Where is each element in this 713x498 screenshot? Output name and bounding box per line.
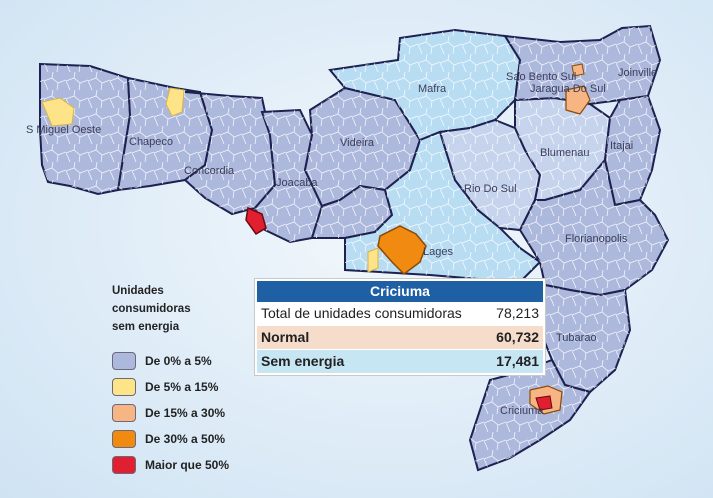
label-videira: Videira [340, 137, 375, 149]
label-criciuma: Criciuma [500, 405, 544, 417]
muni-red-concordia[interactable] [245, 206, 267, 235]
region-blumenau[interactable] [514, 96, 612, 201]
label-sao-miguel-oeste: S Miguel Oeste [26, 124, 101, 136]
legend-swatch [112, 404, 136, 422]
legend-label: De 5% a 15% [145, 380, 219, 394]
label-jaragua-do-sul: Jaragua Do Sul [530, 83, 606, 95]
muni-salmon-sbs[interactable] [571, 63, 585, 77]
label-chapeco: Chapeco [129, 136, 173, 148]
normal-label: Normal [261, 329, 310, 345]
legend-label: De 15% a 30% [145, 406, 226, 420]
legend-swatch [112, 352, 136, 370]
legend-title-line: consumidoras [112, 303, 191, 315]
label-tubarao: Tubarao [556, 332, 597, 344]
region-joacaba[interactable] [253, 108, 324, 244]
region-chapeco[interactable] [116, 76, 214, 192]
total-row: Total de unidades consumidoras 78,213 [257, 302, 543, 325]
legend-title-line: Unidades [112, 285, 164, 297]
total-value: 78,213 [496, 305, 539, 321]
label-florianopolis: Florianopolis [565, 233, 628, 245]
legend-label: De 0% a 5% [145, 354, 212, 368]
region-info-box: Criciuma Total de unidades consumidoras … [254, 278, 546, 376]
legend-item: De 30% a 50% [112, 426, 262, 452]
label-itajai: Itajai [610, 140, 633, 152]
sem-energia-row: Sem energia 17,481 [257, 350, 543, 373]
legend-label: De 30% a 50% [145, 432, 226, 446]
label-mafra: Mafra [418, 83, 447, 95]
muni-yellow-chapeco[interactable] [165, 87, 185, 117]
info-box-title: Criciuma [257, 281, 543, 302]
legend-swatch [112, 378, 136, 396]
normal-row: Normal 60,732 [257, 326, 543, 349]
muni-yellow-smo[interactable] [41, 97, 75, 127]
normal-value: 60,732 [496, 329, 539, 345]
label-rio-do-sul: Rio Do Sul [464, 183, 517, 195]
label-sao-bento-sul: Sao Bento Sul [506, 71, 576, 83]
muni-red-criciuma[interactable] [535, 395, 553, 411]
muni-yellow-lages[interactable] [367, 247, 379, 273]
region-oeste[interactable] [39, 62, 132, 196]
region-videira[interactable] [303, 86, 422, 208]
legend-item: Maior que 50% [112, 452, 262, 478]
legend-swatch [112, 430, 136, 448]
legend-item: De 5% a 15% [112, 374, 262, 400]
legend-swatch [112, 456, 136, 474]
label-concordia: Concordia [184, 165, 235, 177]
label-lages: Lages [423, 246, 453, 258]
legend-title-line: sem energia [112, 321, 180, 333]
region-mafra[interactable] [328, 28, 522, 142]
legend-item: De 15% a 30% [112, 400, 262, 426]
sem-energia-label: Sem energia [261, 353, 345, 369]
legend-item: De 0% a 5% [112, 348, 262, 374]
region-criciuma[interactable] [468, 358, 592, 472]
legend-title: Unidades consumidoras sem energia [112, 282, 262, 336]
label-joacaba: Joacaba [276, 177, 318, 189]
sem-energia-value: 17,481 [496, 353, 539, 369]
label-blumenau: Blumenau [540, 147, 590, 159]
legend-label: Maior que 50% [145, 458, 230, 472]
legend: Unidades consumidoras sem energia De 0% … [112, 282, 262, 478]
muni-orange-lages[interactable] [377, 225, 427, 275]
label-joinville: Joinville [618, 67, 657, 79]
region-tubarao[interactable] [538, 283, 632, 394]
region-concordia[interactable] [183, 91, 277, 216]
total-label: Total de unidades consumidoras [261, 305, 462, 321]
muni-salmon-jaragua[interactable] [565, 85, 591, 115]
